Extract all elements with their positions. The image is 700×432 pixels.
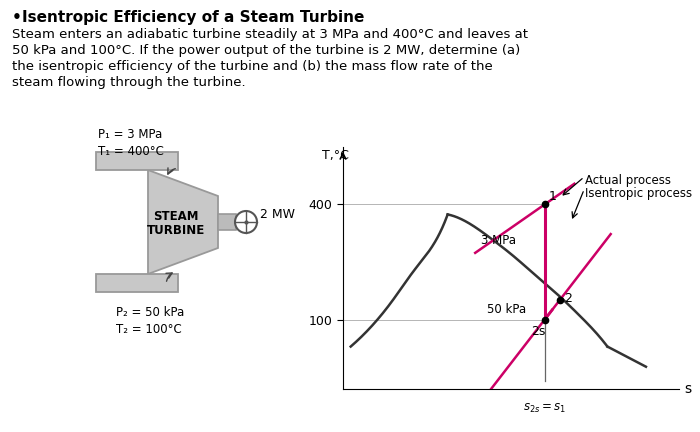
- Text: P₁ = 3 MPa
T₁ = 400°C: P₁ = 3 MPa T₁ = 400°C: [98, 128, 164, 158]
- Text: 50 kPa and 100°C. If the power output of the turbine is 2 MW, determine (a): 50 kPa and 100°C. If the power output of…: [12, 44, 520, 57]
- Circle shape: [235, 211, 257, 233]
- Text: P₂ = 50 kPa
T₂ = 100°C: P₂ = 50 kPa T₂ = 100°C: [116, 306, 184, 336]
- Text: STEAM: STEAM: [153, 210, 199, 222]
- Text: steam flowing through the turbine.: steam flowing through the turbine.: [12, 76, 246, 89]
- Text: TURBINE: TURBINE: [147, 223, 205, 236]
- Text: T,°C: T,°C: [322, 149, 349, 162]
- Polygon shape: [96, 274, 178, 292]
- Text: the isentropic efficiency of the turbine and (b) the mass flow rate of the: the isentropic efficiency of the turbine…: [12, 60, 493, 73]
- Text: 50 kPa: 50 kPa: [487, 303, 526, 316]
- Text: 3 MPa: 3 MPa: [481, 234, 516, 247]
- Text: Isentropic process: Isentropic process: [585, 187, 692, 200]
- Polygon shape: [218, 214, 236, 230]
- Text: 1: 1: [549, 190, 557, 203]
- Text: Isentropic Efficiency of a Steam Turbine: Isentropic Efficiency of a Steam Turbine: [22, 10, 365, 25]
- Text: Actual process: Actual process: [585, 174, 671, 187]
- Text: s: s: [685, 382, 692, 396]
- Polygon shape: [96, 152, 178, 170]
- Text: •: •: [12, 10, 22, 25]
- Text: $s_{2s}=s_1$: $s_{2s}=s_1$: [523, 402, 566, 415]
- Text: Steam enters an adiabatic turbine steadily at 3 MPa and 400°C and leaves at: Steam enters an adiabatic turbine steadi…: [12, 28, 528, 41]
- Text: 2s: 2s: [531, 325, 546, 338]
- Text: 2: 2: [564, 292, 573, 305]
- Polygon shape: [148, 170, 218, 274]
- Text: 2 MW: 2 MW: [260, 207, 295, 220]
